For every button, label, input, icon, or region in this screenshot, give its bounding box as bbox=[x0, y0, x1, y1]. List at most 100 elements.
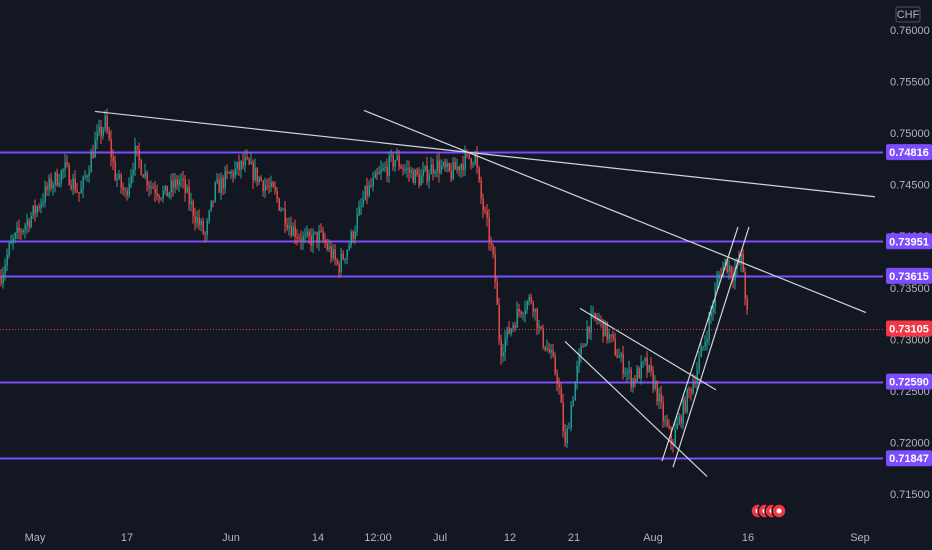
horizontal-levels[interactable] bbox=[0, 151, 883, 460]
candle-body bbox=[124, 190, 126, 192]
candle-body bbox=[264, 185, 266, 192]
candle-body bbox=[248, 158, 250, 165]
candle-body bbox=[26, 220, 28, 226]
candle-body bbox=[12, 238, 14, 242]
candle-body bbox=[4, 265, 6, 274]
candle-body bbox=[380, 169, 382, 173]
candle-body bbox=[204, 233, 206, 235]
price-tick-label: 0.72000 bbox=[890, 437, 930, 449]
candle-body bbox=[478, 167, 480, 181]
candle-body bbox=[162, 190, 164, 199]
candle-body bbox=[434, 171, 436, 174]
candle-body bbox=[438, 160, 440, 174]
candle-body bbox=[662, 402, 664, 421]
candle-body bbox=[734, 268, 736, 281]
candle-body bbox=[28, 220, 30, 227]
trend-lines[interactable] bbox=[94, 109, 876, 477]
candle-body bbox=[384, 166, 386, 168]
candle-body bbox=[64, 162, 66, 170]
candle-body bbox=[484, 210, 486, 212]
candle-body bbox=[512, 325, 514, 329]
candle-body bbox=[324, 239, 326, 244]
candle-body bbox=[574, 381, 576, 401]
candle-body bbox=[84, 176, 86, 178]
candle-body bbox=[746, 298, 748, 310]
candle-body bbox=[318, 230, 320, 243]
trend-line[interactable] bbox=[672, 226, 750, 468]
trend-line[interactable] bbox=[94, 110, 876, 198]
economic-events[interactable] bbox=[750, 503, 787, 519]
candle-body bbox=[406, 168, 408, 170]
candle-body bbox=[266, 185, 268, 187]
candle-body bbox=[616, 355, 618, 358]
candle-body bbox=[648, 364, 650, 372]
level-price-tag-text: 0.74816 bbox=[889, 147, 929, 159]
candle-body bbox=[626, 371, 628, 374]
candle-body bbox=[62, 169, 64, 171]
candle-body bbox=[358, 206, 360, 216]
candle-body bbox=[196, 217, 198, 223]
candle-body bbox=[374, 172, 376, 179]
time-tick-label: 12 bbox=[504, 532, 516, 544]
candle-body bbox=[346, 250, 348, 259]
candle-body bbox=[608, 334, 610, 340]
candle-body bbox=[716, 278, 718, 290]
candle-body bbox=[134, 146, 136, 170]
candle-body bbox=[670, 427, 672, 443]
candle-body bbox=[660, 393, 662, 403]
candle-body bbox=[554, 356, 556, 374]
candle-body bbox=[218, 179, 220, 193]
trend-line[interactable] bbox=[661, 226, 739, 462]
candle-body bbox=[718, 274, 720, 279]
currency-badge[interactable]: CHF bbox=[895, 6, 921, 23]
candle-body bbox=[442, 162, 444, 166]
candle-body bbox=[706, 339, 708, 343]
candle-body bbox=[226, 171, 228, 173]
candle-body bbox=[136, 146, 138, 150]
candle-body bbox=[638, 368, 640, 379]
candle-body bbox=[260, 177, 262, 181]
candle-body bbox=[96, 132, 98, 140]
candle-body bbox=[730, 265, 732, 276]
candle-body bbox=[444, 162, 446, 168]
trend-line[interactable] bbox=[564, 340, 708, 477]
candle-body bbox=[270, 182, 272, 187]
candle-body bbox=[78, 192, 80, 194]
candle-body bbox=[578, 354, 580, 366]
candle-body bbox=[334, 249, 336, 260]
candle-body bbox=[44, 186, 46, 202]
time-axis[interactable]: May 17 Jun 14 12:00 Jul 12 21 Aug 16 Sep bbox=[25, 532, 870, 544]
candle-body bbox=[536, 308, 538, 329]
candle-body bbox=[308, 231, 310, 237]
candle-body bbox=[560, 387, 562, 403]
price-tick-label: 0.75500 bbox=[890, 77, 930, 89]
candle-body bbox=[584, 344, 586, 347]
trend-line[interactable] bbox=[363, 109, 867, 314]
candle-body bbox=[182, 178, 184, 180]
event-dot bbox=[776, 508, 782, 514]
candle-body bbox=[446, 163, 448, 168]
candle-body bbox=[630, 369, 632, 388]
candle-body bbox=[188, 187, 190, 205]
candle-body bbox=[720, 274, 722, 278]
candle-body bbox=[208, 210, 210, 221]
trend-line[interactable] bbox=[579, 307, 717, 391]
candle-body bbox=[6, 255, 8, 266]
candle-body bbox=[328, 246, 330, 250]
candle-body bbox=[268, 186, 270, 188]
candle-body bbox=[686, 389, 688, 412]
candle-body bbox=[104, 115, 106, 129]
candle-body bbox=[92, 153, 94, 158]
candle-body bbox=[682, 399, 684, 424]
candle-body bbox=[482, 198, 484, 211]
candle-body bbox=[548, 348, 550, 353]
candle-body bbox=[36, 206, 38, 214]
candle-body bbox=[296, 237, 298, 239]
candle-body bbox=[440, 165, 442, 174]
candle-body bbox=[94, 139, 96, 158]
candle-body bbox=[628, 369, 630, 372]
candle-body bbox=[316, 231, 318, 243]
candle-body bbox=[236, 162, 238, 169]
